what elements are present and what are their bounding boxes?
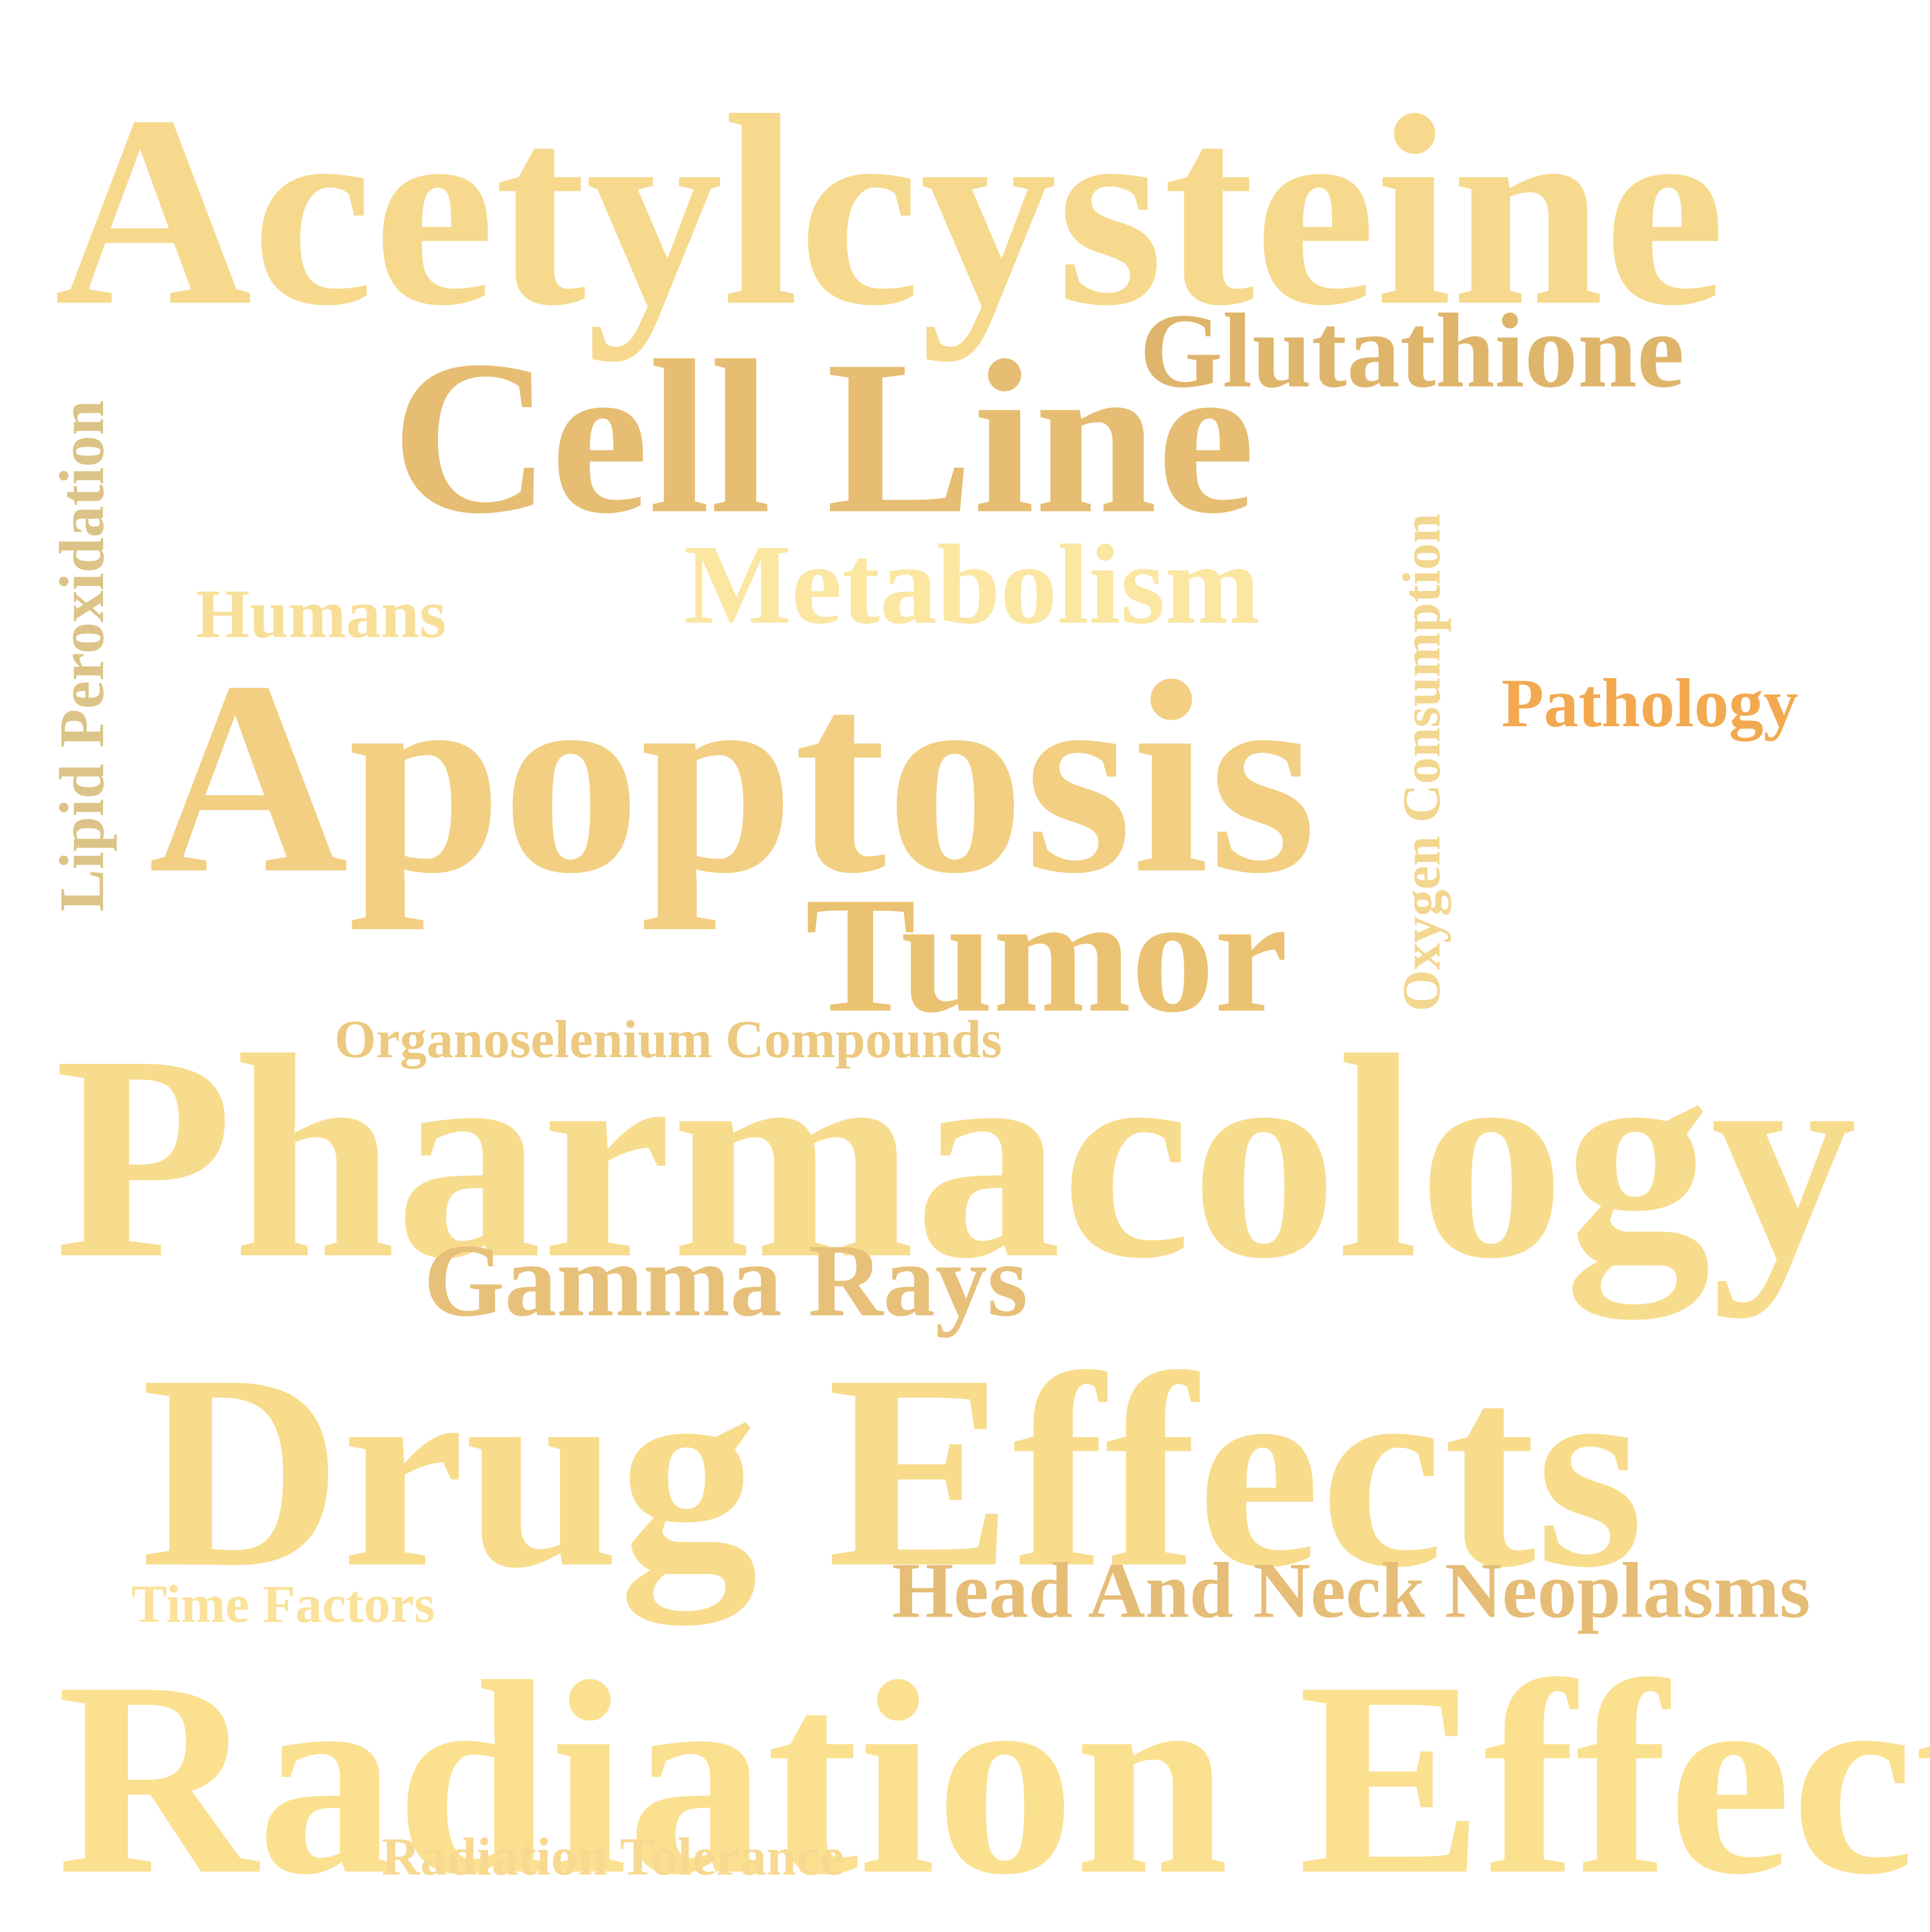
- word-apoptosis: Apoptosis: [149, 624, 1317, 930]
- word-head-and-neck-neoplasms: Head And Neck Neoplasms: [892, 1546, 1811, 1634]
- word-radiation-tolerance: Radiation Tolerance: [382, 1827, 844, 1886]
- word-pathology: Pathology: [1501, 665, 1798, 742]
- word-gamma-rays: Gamma Rays: [424, 1223, 1028, 1338]
- word-pharmacology: Pharmacology: [55, 995, 1857, 1319]
- word-tumor: Tumor: [805, 863, 1288, 1047]
- word-cell-line: Cell Line: [391, 315, 1255, 559]
- word-time-factors: Time Factors: [131, 1575, 435, 1634]
- word-glutathione: Glutathione: [1140, 291, 1685, 410]
- word-acetylcysteine: Acetylcysteine: [55, 59, 1725, 362]
- word-organoselenium-compounds: Organoselenium Compounds: [334, 1010, 1002, 1069]
- word-drug-effects: Drug Effects: [141, 1318, 1644, 1625]
- word-humans: Humans: [196, 576, 446, 652]
- word-radiation-effects: Radiation Effects: [57, 1625, 1930, 1932]
- word-oxygen-consumption: Oxygen Consumption: [1392, 513, 1451, 1012]
- word-metabolism: Metabolism: [684, 521, 1260, 647]
- word-lipid-peroxidation: Lipid Peroxidation: [47, 400, 117, 912]
